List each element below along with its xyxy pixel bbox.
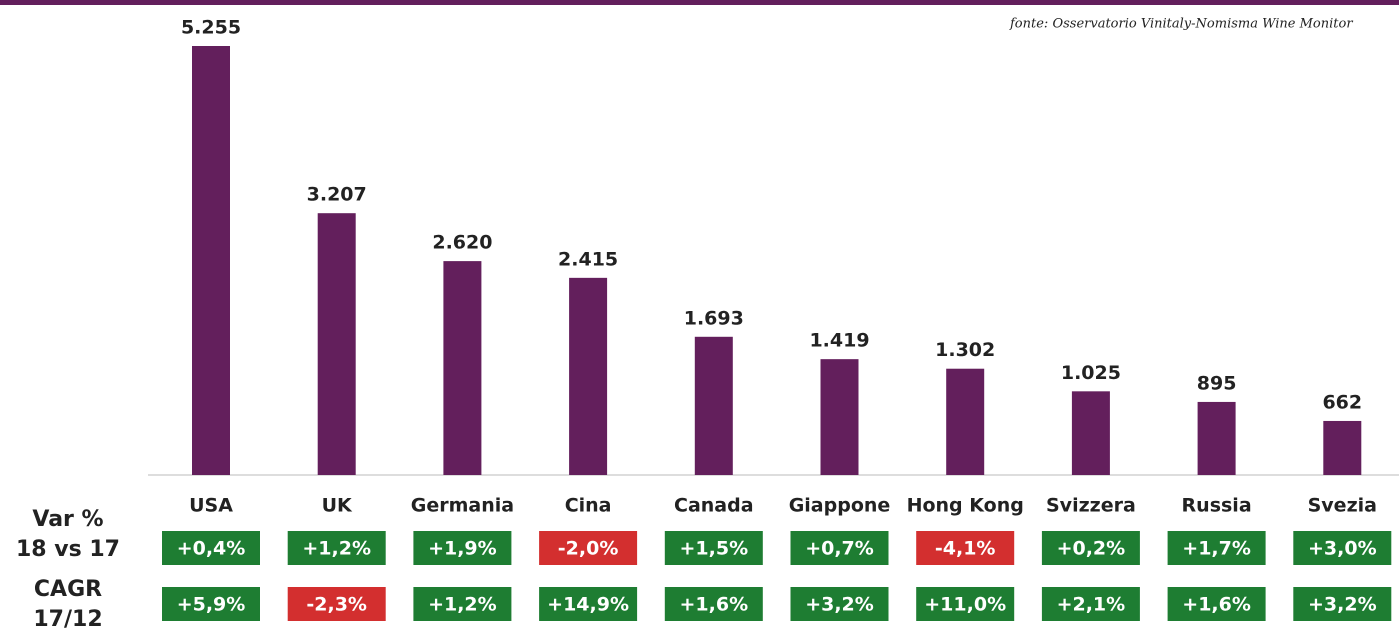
category-label: Germania (411, 495, 514, 517)
cell-value: +1,9% (428, 538, 497, 560)
category-label: Russia (1182, 495, 1252, 517)
cell-box (1167, 587, 1266, 621)
header-band (0, 0, 1399, 5)
cell-box (790, 587, 889, 621)
cell-box (413, 531, 512, 565)
bar (569, 277, 608, 475)
category-label: Canada (674, 495, 754, 517)
cell-value: -4,1% (935, 538, 996, 560)
cell-box (287, 587, 386, 621)
row-label: CAGR (34, 577, 102, 602)
bar (694, 336, 733, 475)
cell-box (413, 587, 512, 621)
category-label: USA (189, 495, 233, 517)
bar (820, 359, 859, 475)
category-label: Cina (565, 495, 612, 517)
cell-value: +3,0% (1308, 538, 1377, 560)
category-label: Svezia (1308, 495, 1377, 517)
cell-value: +1,6% (1182, 594, 1251, 616)
category-label: UK (322, 495, 353, 517)
row-label: 18 vs 17 (16, 537, 120, 562)
value-label: 895 (1197, 372, 1237, 394)
cell-box (790, 531, 889, 565)
cell-value: +14,9% (547, 594, 629, 616)
value-label: 5.255 (181, 17, 241, 39)
cell-box (664, 587, 763, 621)
cell-value: +1,7% (1182, 538, 1251, 560)
row-label: Var % (32, 507, 103, 532)
cell-value: +1,5% (679, 538, 748, 560)
value-label: 2.620 (432, 232, 492, 254)
cell-value: +1,6% (679, 594, 748, 616)
bar (1323, 420, 1362, 475)
category-label: Giappone (789, 495, 891, 517)
cell-value: -2,0% (558, 538, 619, 560)
value-label: 1.419 (809, 330, 869, 352)
cell-box (916, 587, 1015, 621)
cell-value: +0,2% (1057, 538, 1126, 560)
category-label: Hong Kong (907, 495, 1024, 517)
cell-value: +3,2% (805, 594, 874, 616)
value-label: 2.415 (558, 248, 618, 270)
row-label: 17/12 (33, 607, 102, 632)
cell-box (162, 587, 260, 621)
source: fonte: Osservatorio Vinitaly-Nomisma Win… (1009, 17, 1353, 32)
value-label: 1.025 (1061, 362, 1121, 384)
cell-value: +3,2% (1308, 594, 1377, 616)
cell-value: +2,1% (1057, 594, 1126, 616)
cell-box (1041, 587, 1140, 621)
cell-value: +1,2% (302, 538, 371, 560)
cell-box (1041, 531, 1140, 565)
value-label: 1.302 (935, 339, 995, 361)
cell-box (162, 531, 260, 565)
bar (192, 46, 230, 475)
cell-value: +0,7% (805, 538, 874, 560)
cell-box (1293, 531, 1392, 565)
cell-value: +1,2% (428, 594, 497, 616)
bar (317, 213, 356, 475)
cell-box (287, 531, 386, 565)
cell-box (1167, 531, 1266, 565)
cell-value: +0,4% (177, 538, 246, 560)
cell-box (539, 587, 638, 621)
bar (946, 368, 985, 475)
cell-box (1293, 587, 1392, 621)
cell-value: +11,0% (924, 594, 1006, 616)
cell-value: +5,9% (177, 594, 246, 616)
cell-value: -2,3% (306, 594, 367, 616)
value-label: 3.207 (307, 184, 367, 206)
cell-box (539, 531, 638, 565)
cell-box (916, 531, 1015, 565)
bar (1071, 391, 1110, 475)
value-label: 1.693 (684, 307, 744, 329)
category-label: Svizzera (1046, 495, 1136, 517)
value-label: 662 (1322, 391, 1362, 413)
bar (1197, 401, 1236, 475)
bar (443, 261, 482, 475)
cell-box (664, 531, 763, 565)
